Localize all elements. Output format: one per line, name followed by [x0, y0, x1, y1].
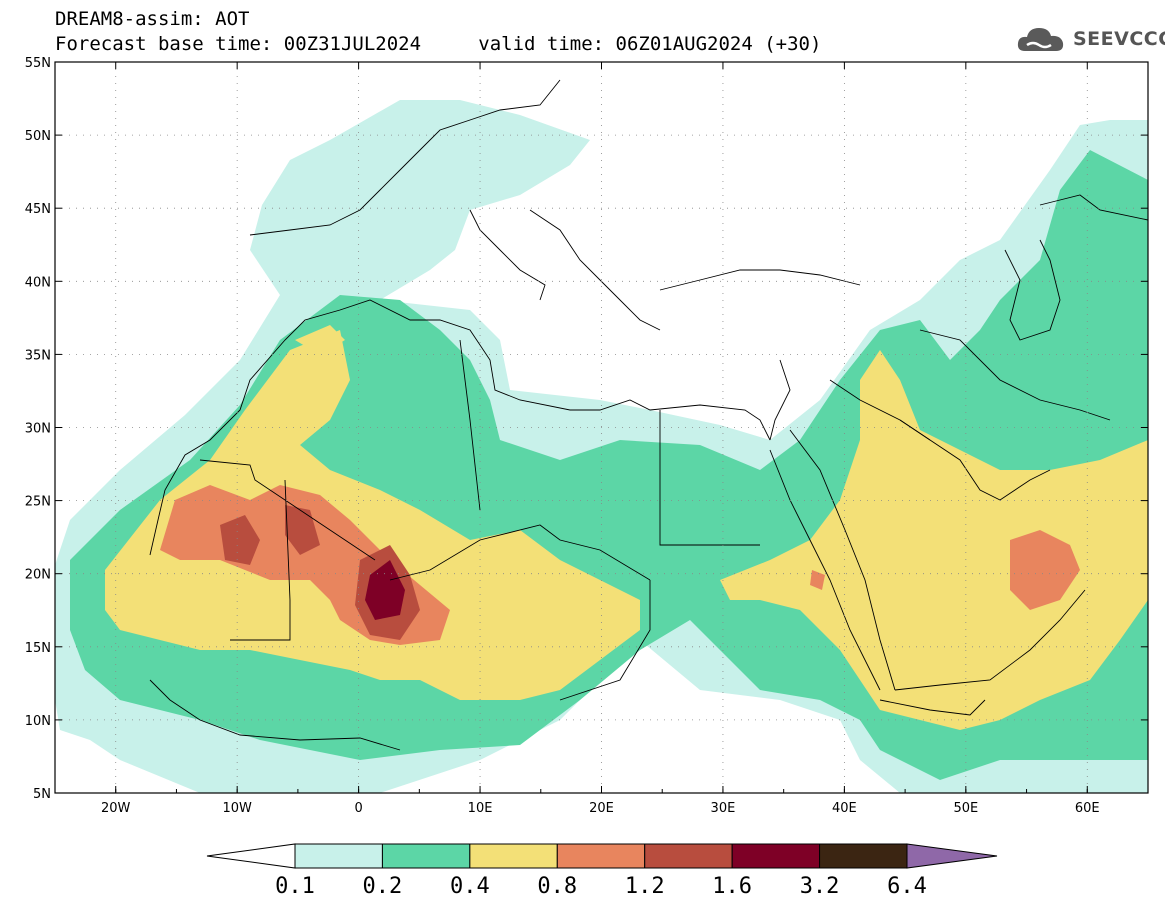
west-africa-coast [149, 299, 771, 556]
base-time: Forecast base time: 00Z31JUL2024 [55, 33, 422, 55]
colorbar-over-arrow [906, 843, 998, 869]
aot-1.6-region [365, 560, 405, 620]
lat-label: 20N [25, 568, 51, 583]
lon-label: 0 [354, 801, 362, 816]
kazakh-border [1039, 194, 1148, 221]
libya-border [459, 339, 481, 511]
lat-label: 10N [25, 714, 51, 729]
caspian-coast [1004, 239, 1061, 341]
italy-coast [469, 209, 546, 301]
horn-africa [879, 699, 986, 716]
colorbar-label: 1.6 [712, 874, 752, 899]
lon-label: 10E [468, 801, 493, 816]
lat-label: 35N [25, 348, 51, 363]
seevccc-logo: SEEVCCC [1015, 22, 1165, 56]
colorbar-swatch [469, 843, 558, 869]
saudi-border [829, 379, 931, 441]
europe-coast [249, 79, 561, 236]
cloud-logo-icon [1017, 28, 1064, 51]
aot-0.4-region-north [295, 325, 345, 355]
colorbar-swatch [381, 843, 471, 869]
gulf-guinea-coast [149, 679, 401, 751]
logo-text: SEEVCCC [1073, 28, 1165, 50]
map-title: DREAM8-assim: AOT [55, 8, 250, 30]
colorbar: 0.1 0.2 0.4 0.8 1.2 1.6 3.2 6.4 [206, 843, 998, 899]
colorbar-swatch [819, 843, 908, 869]
aot-0.4-region-east [720, 350, 1148, 730]
lon-label: 20W [101, 801, 131, 816]
lat-lon-grid [55, 62, 1148, 793]
colorbar-swatch [731, 843, 821, 869]
iran-border [919, 329, 1111, 421]
axis-ticks [54, 61, 1149, 794]
valid-time: valid time: 06Z01AUG2024 (+30) [478, 33, 822, 55]
red-sea-west [769, 449, 881, 691]
lat-label: 5N [33, 787, 51, 802]
colorbar-label: 0.1 [275, 874, 315, 899]
lat-label: 55N [25, 56, 51, 71]
turkey-coast [659, 269, 861, 291]
aot-contour-field [55, 100, 1148, 793]
algeria-border [199, 459, 376, 561]
colorbar-label: 0.8 [537, 874, 577, 899]
mali-border [230, 479, 291, 641]
levant-coast [769, 359, 791, 441]
aot-0.4-region [105, 330, 640, 700]
latitude-labels: 55N 50N 45N 40N 35N 30N 25N 20N 15N 10N 5N [25, 56, 51, 802]
colorbar-label: 0.2 [363, 874, 403, 899]
balkans-coast [529, 209, 661, 331]
lat-label: 15N [25, 641, 51, 656]
red-sea-east [789, 429, 896, 691]
colorbar-swatch [556, 843, 646, 869]
lon-label: 50E [953, 801, 978, 816]
aot-1.2-region [220, 515, 260, 565]
lon-label: 30E [711, 801, 736, 816]
colorbar-swatch [294, 843, 383, 869]
colorbar-label: 0.4 [450, 874, 490, 899]
colorbar-under-arrow [206, 843, 296, 869]
forecast-times: Forecast base time: 00Z31JUL2024 valid t… [55, 33, 821, 55]
lon-label: 40E [832, 801, 857, 816]
colorbar-label: 3.2 [800, 874, 840, 899]
lat-label: 45N [25, 202, 51, 217]
sudan-border [559, 580, 651, 701]
colorbar-label: 6.4 [887, 874, 927, 899]
aot-0.8-region-red-sea [810, 570, 825, 590]
aot-0.8-region-oman [1010, 530, 1080, 610]
lat-label: 30N [25, 422, 51, 437]
lat-label: 25N [25, 495, 51, 510]
country-borders [149, 79, 1148, 751]
colorbar-label: 1.2 [625, 874, 665, 899]
egypt-border [659, 410, 760, 546]
colorbar-swatch [644, 843, 733, 869]
arabia-south [894, 589, 1086, 691]
lon-label: 20E [589, 801, 614, 816]
niger-border [389, 524, 651, 581]
lat-label: 40N [25, 275, 51, 290]
lon-label: 60E [1075, 801, 1100, 816]
longitude-labels: 20W 10W 0 10E 20E 30E 40E 50E 60E [101, 801, 1100, 816]
lon-label: 10W [222, 801, 252, 816]
lat-label: 50N [25, 129, 51, 144]
